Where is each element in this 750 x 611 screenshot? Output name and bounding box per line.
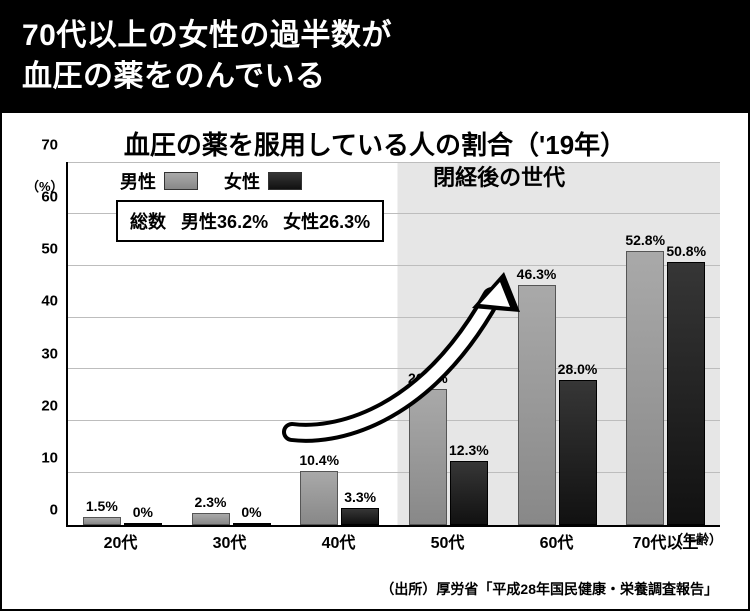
y-tick: 20 (41, 397, 58, 414)
x-label: 40代 (284, 525, 393, 553)
y-tick: 50 (41, 241, 58, 258)
bar-value-label: 46.3% (517, 266, 557, 282)
totals-prefix: 総数 (130, 212, 166, 232)
x-label: 30代 (175, 525, 284, 553)
legend: 男性 女性 (120, 168, 302, 194)
bar-value-label: 2.3% (195, 494, 227, 510)
x-label: 60代 (502, 525, 611, 553)
legend-male-label: 男性 (120, 168, 156, 194)
legend-female-label: 女性 (224, 168, 260, 194)
y-tick: 10 (41, 449, 58, 466)
bar-group: 52.8% 50.8% (611, 162, 720, 525)
y-tick: 0 (50, 502, 58, 519)
bar-value-label: 0% (241, 504, 261, 520)
bar-male: 52.8% (626, 251, 664, 525)
bar-value-label: 0% (133, 504, 153, 520)
totals-female: 女性26.3% (283, 212, 370, 232)
chart-subtitle: 血圧の薬を服用している人の割合（'19年） (2, 113, 748, 166)
title-line-1: 70代以上の女性の過半数が (22, 16, 728, 57)
chart-card: 70代以上の女性の過半数が 血圧の薬をのんでいる 血圧の薬を服用している人の割合… (0, 0, 750, 611)
title-banner: 70代以上の女性の過半数が 血圧の薬をのんでいる (2, 2, 748, 113)
source-text: （出所）厚労省「平成28年国民健康・栄養調査報告」 (380, 579, 718, 599)
bar-value-label: 28.0% (558, 361, 598, 377)
y-tick: 60 (41, 189, 58, 206)
x-label: 20代 (66, 525, 175, 553)
bar-male: 26.3% (409, 389, 447, 525)
bar-female: 12.3% (450, 461, 488, 525)
x-label: 50代 (393, 525, 502, 553)
annotation-text: 閉経後の世代 (433, 160, 565, 192)
title-line-2: 血圧の薬をのんでいる (22, 57, 728, 98)
bar-male: 46.3% (518, 285, 556, 525)
bar-male: 10.4% (300, 471, 338, 525)
bar-value-label: 10.4% (299, 452, 339, 468)
bar-value-label: 3.3% (344, 489, 376, 505)
x-axis-labels: 20代 30代 40代 50代 60代 70代以上 (66, 525, 720, 553)
bar-male: 2.3% (192, 513, 230, 525)
y-tick: 40 (41, 293, 58, 310)
bar-value-label: 1.5% (86, 498, 118, 514)
bar-value-label: 12.3% (449, 442, 489, 458)
totals-male: 男性36.2% (181, 212, 268, 232)
y-tick: 30 (41, 345, 58, 362)
legend-male-swatch (164, 172, 198, 190)
bar-female: 50.8% (667, 262, 705, 525)
legend-female-swatch (268, 172, 302, 190)
bar-female: 28.0% (559, 380, 597, 525)
bar-female: 3.3% (341, 508, 379, 525)
bar-group: 26.3% 12.3% (394, 162, 503, 525)
bar-value-label: 26.3% (408, 370, 448, 386)
bar-group: 46.3% 28.0% (503, 162, 612, 525)
y-axis: （%） 0 10 20 30 40 50 60 70 (26, 162, 62, 527)
y-tick: 70 (41, 137, 58, 154)
bar-value-label: 50.8% (666, 243, 706, 259)
chart-area: （%） 0 10 20 30 40 50 60 70 男性 女性 (26, 162, 720, 551)
totals-box: 総数 男性36.2% 女性26.3% (116, 200, 384, 242)
x-axis-unit: （年齢） (670, 529, 722, 548)
plot-area: 男性 女性 総数 男性36.2% 女性26.3% 閉経後の世代 (66, 162, 720, 527)
bar-male: 1.5% (83, 517, 121, 525)
bar-value-label: 52.8% (625, 232, 665, 248)
